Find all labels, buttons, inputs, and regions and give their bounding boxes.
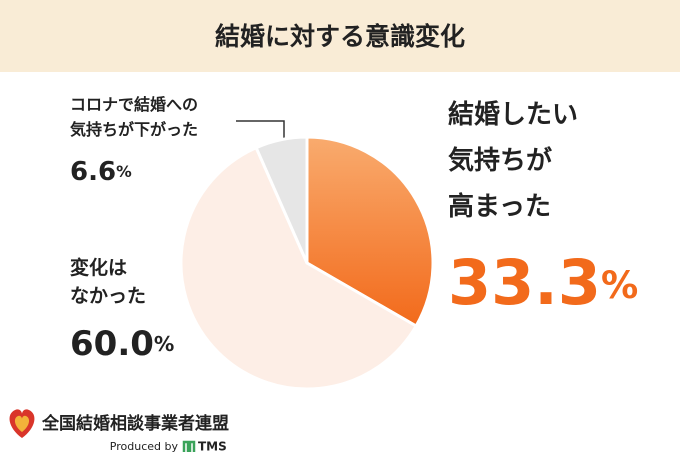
logo: 全国結婚相談事業者連盟 Produced by TMS xyxy=(9,409,229,454)
title-band xyxy=(0,0,680,72)
category-label-line: 結婚したい xyxy=(448,99,578,130)
value-unit: % xyxy=(154,332,174,356)
produced-by: Produced by xyxy=(110,440,179,453)
value-number: 60.0 xyxy=(70,324,154,364)
value-label: 6.6% xyxy=(70,157,132,187)
chart-title: 結婚に対する意識変化 xyxy=(215,22,465,51)
brand-icon xyxy=(182,440,196,452)
category-label: コロナで結婚への気持ちが下がった xyxy=(70,95,198,139)
value-label: 60.0% xyxy=(70,324,174,364)
value-number: 33.3 xyxy=(448,246,601,319)
value-number: 6.6 xyxy=(70,157,116,187)
value-unit: % xyxy=(116,163,132,181)
pie-slice xyxy=(179,146,418,391)
value-unit: % xyxy=(601,263,638,307)
category-label-line: 高まった xyxy=(448,191,551,222)
pie-slice xyxy=(305,135,435,328)
pie-slice xyxy=(254,135,309,265)
category-label: 変化はなかった xyxy=(70,256,146,307)
category-label-line: 変化は xyxy=(70,256,127,279)
brand: TMS xyxy=(198,440,227,454)
logo-heart-inner xyxy=(14,415,30,432)
organization: 全国結婚相談事業者連盟 xyxy=(41,413,229,434)
category-label-line: 気持ちが xyxy=(448,145,552,176)
category-label-line: なかった xyxy=(70,285,146,307)
category-label-line: コロナで結婚への xyxy=(70,95,198,114)
category-label-line: 気持ちが下がった xyxy=(70,120,198,139)
category-label: 結婚したい気持ちが高まった xyxy=(448,99,578,222)
value-label: 33.3% xyxy=(448,246,638,319)
